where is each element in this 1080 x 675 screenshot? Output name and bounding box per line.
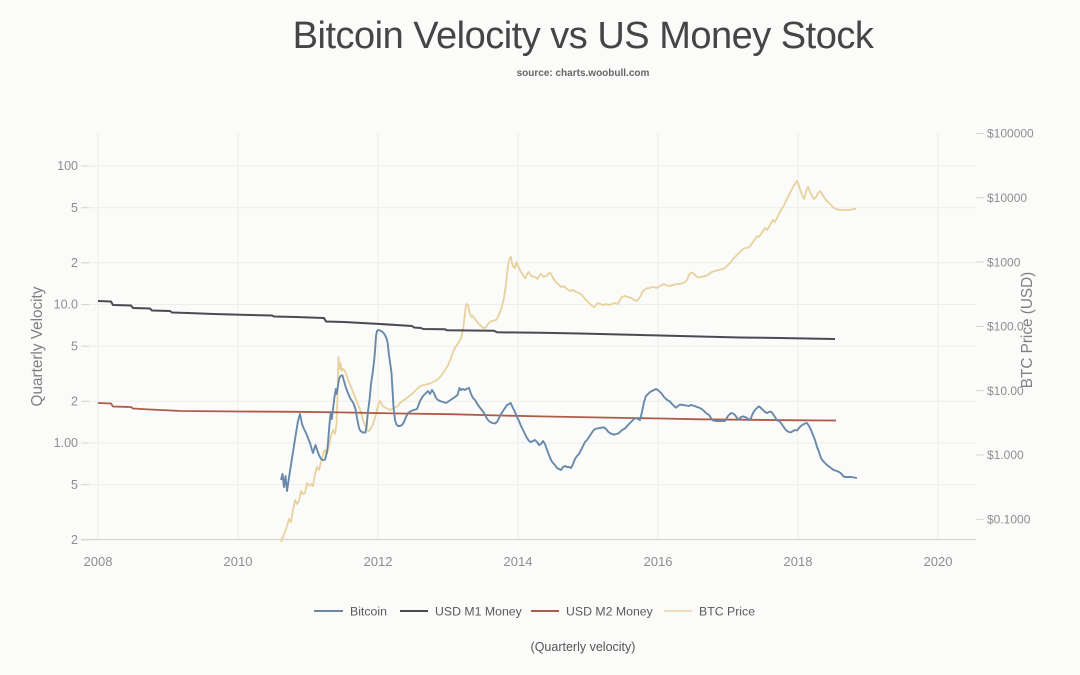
svg-text:$100000: $100000 — [987, 127, 1034, 141]
svg-text:5: 5 — [71, 339, 78, 353]
svg-text:Bitcoin: Bitcoin — [350, 605, 387, 619]
svg-text:BTC Price: BTC Price — [699, 605, 755, 619]
svg-text:2: 2 — [71, 395, 78, 409]
svg-text:5: 5 — [71, 201, 78, 215]
svg-text:BTC Price (USD): BTC Price (USD) — [1019, 272, 1036, 388]
svg-text:USD M1 Money: USD M1 Money — [435, 605, 523, 619]
svg-text:$1.000: $1.000 — [987, 448, 1024, 462]
svg-text:2010: 2010 — [224, 554, 253, 569]
svg-text:2: 2 — [71, 533, 78, 547]
svg-text:2014: 2014 — [504, 554, 533, 569]
svg-text:$100.0: $100.0 — [987, 320, 1024, 334]
svg-text:2012: 2012 — [364, 554, 393, 569]
svg-text:USD M2 Money: USD M2 Money — [566, 605, 654, 619]
svg-text:$0.1000: $0.1000 — [987, 513, 1031, 527]
svg-text:2018: 2018 — [784, 554, 813, 569]
svg-text:$1000: $1000 — [987, 255, 1021, 269]
svg-text:100: 100 — [57, 159, 78, 173]
svg-text:(Quarterly velocity): (Quarterly velocity) — [531, 640, 636, 654]
svg-text:2020: 2020 — [924, 554, 953, 569]
svg-text:2: 2 — [71, 256, 78, 270]
svg-text:2008: 2008 — [84, 554, 113, 569]
svg-text:10.0: 10.0 — [54, 298, 78, 312]
svg-text:Quarterly Velocity: Quarterly Velocity — [29, 286, 46, 406]
svg-text:$10.00: $10.00 — [987, 384, 1024, 398]
svg-text:$10000: $10000 — [987, 191, 1027, 205]
svg-text:1.00: 1.00 — [54, 436, 78, 450]
svg-text:2016: 2016 — [644, 554, 673, 569]
svg-text:5: 5 — [71, 478, 78, 492]
